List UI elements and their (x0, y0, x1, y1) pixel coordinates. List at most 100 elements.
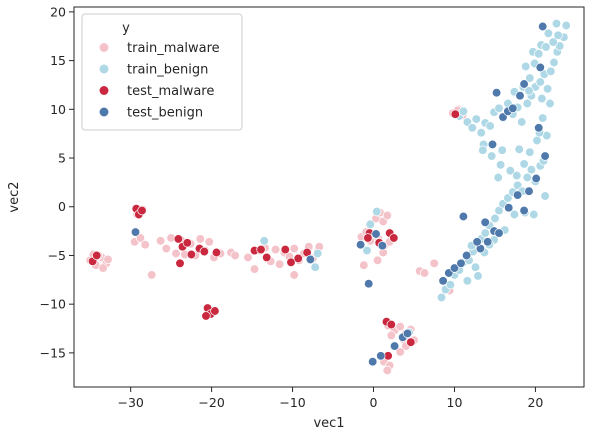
point-test-benign-21 (487, 139, 498, 150)
point-test-malware-33 (450, 109, 460, 119)
x-tick-label: 20 (527, 395, 543, 410)
point-train-malware-22 (195, 234, 205, 244)
x-tick-label: −20 (198, 395, 224, 410)
point-train-benign-100 (473, 271, 483, 281)
x-axis-label: vec1 (313, 416, 344, 431)
point-train-benign-55 (522, 98, 532, 109)
point-train-malware-61 (395, 321, 405, 332)
point-train-benign-4 (365, 219, 375, 229)
point-test-benign-32 (491, 88, 502, 98)
point-test-malware-21 (286, 257, 296, 267)
y-axis: −15 −10 −5 0 5 10 15 20 (40, 4, 74, 360)
point-test-benign-37 (480, 217, 490, 227)
point-train-benign-77 (553, 30, 563, 40)
x-tick-label: −10 (279, 395, 305, 410)
legend: y train_malware train_benign test_malwaret… (81, 13, 243, 131)
point-test-benign-38 (472, 237, 482, 247)
point-train-benign-85 (512, 170, 522, 181)
point-train-benign-92 (493, 172, 503, 183)
point-train-benign-19 (490, 213, 500, 224)
point-train-benign-22 (503, 193, 513, 203)
point-test-malware-16 (211, 247, 222, 258)
point-train-malware-34 (270, 244, 281, 255)
point-train-benign-36 (509, 209, 520, 220)
x-tick-label: −30 (117, 395, 143, 410)
point-train-malware-58 (372, 255, 383, 265)
point-test-benign-34 (519, 79, 529, 89)
point-test-benign-35 (535, 62, 545, 73)
point-train-benign-24 (512, 180, 523, 190)
point-train-benign-32 (470, 262, 481, 272)
point-train-malware-28 (230, 250, 240, 261)
point-train-benign-2 (259, 236, 269, 246)
point-train-malware-71 (395, 347, 405, 357)
point-test-benign-33 (515, 91, 525, 101)
point-test-malware-30 (386, 319, 396, 330)
point-train-benign-41 (458, 106, 469, 116)
point-train-malware-38 (289, 243, 299, 254)
point-train-benign-20 (494, 205, 504, 216)
point-test-malware-32 (406, 337, 416, 347)
point-train-benign-9 (445, 280, 456, 290)
point-train-benign-7 (436, 292, 447, 303)
point-train-malware-35 (274, 259, 285, 269)
point-test-benign-31 (508, 103, 518, 113)
point-train-malware-5 (98, 263, 108, 273)
legend-label-test-malware: test_malware (127, 84, 214, 99)
point-test-benign-6 (368, 357, 378, 367)
y-tick-label: 15 (50, 53, 66, 68)
point-test-benign-36 (538, 21, 548, 32)
point-train-malware-17 (171, 248, 181, 259)
point-test-benign-4 (371, 229, 381, 239)
point-train-benign-97 (538, 113, 548, 123)
point-train-benign-0 (310, 262, 320, 272)
point-test-benign-19 (494, 228, 504, 238)
point-test-benign-24 (519, 205, 529, 216)
point-train-benign-47 (485, 121, 495, 131)
point-train-benign-74 (534, 49, 544, 59)
point-test-malware-19 (262, 252, 272, 263)
point-test-malware-5 (173, 234, 184, 244)
point-train-benign-76 (548, 37, 558, 47)
y-tick-label: 20 (50, 4, 66, 19)
point-train-benign-84 (505, 166, 515, 176)
x-axis: −30 −20 −10 0 10 20 (117, 387, 543, 410)
point-train-malware-30 (249, 264, 260, 274)
point-test-malware-1 (92, 250, 102, 261)
point-train-benign-58 (535, 77, 545, 87)
y-tick-label: −10 (40, 297, 66, 312)
y-tick-label: 0 (58, 199, 66, 214)
point-test-benign-8 (389, 341, 400, 351)
y-tick-label: 5 (58, 151, 66, 166)
point-train-malware-7 (103, 254, 113, 265)
point-test-malware-7 (175, 258, 185, 268)
point-train-malware-13 (147, 270, 157, 280)
legend-box (81, 13, 243, 131)
point-test-benign-2 (355, 240, 366, 250)
legend-marker-train-malware (98, 42, 110, 53)
point-train-malware-73 (419, 268, 430, 278)
points-layer (85, 18, 571, 376)
point-train-benign-62 (549, 57, 559, 68)
point-train-benign-94 (478, 145, 488, 155)
point-train-benign-83 (495, 160, 506, 170)
point-train-benign-79 (524, 86, 534, 96)
legend-label-train-malware: train_malware (127, 41, 220, 56)
point-test-benign-14 (456, 258, 466, 268)
point-test-benign-7 (376, 351, 386, 361)
point-train-benign-26 (522, 172, 532, 183)
point-train-benign-1 (313, 248, 323, 259)
legend-marker-train-benign (98, 63, 110, 75)
point-test-benign-23 (512, 190, 523, 200)
point-test-malware-25 (363, 233, 373, 243)
point-test-benign-25 (524, 186, 534, 196)
point-test-benign-10 (402, 328, 413, 339)
point-train-malware-40 (289, 270, 299, 280)
point-train-benign-39 (540, 191, 550, 201)
point-test-benign-27 (534, 123, 544, 133)
point-test-benign-17 (483, 237, 493, 247)
point-train-benign-66 (561, 20, 571, 31)
point-test-benign-20 (458, 211, 469, 222)
point-train-benign-71 (521, 61, 531, 72)
point-test-benign-0 (130, 227, 141, 237)
